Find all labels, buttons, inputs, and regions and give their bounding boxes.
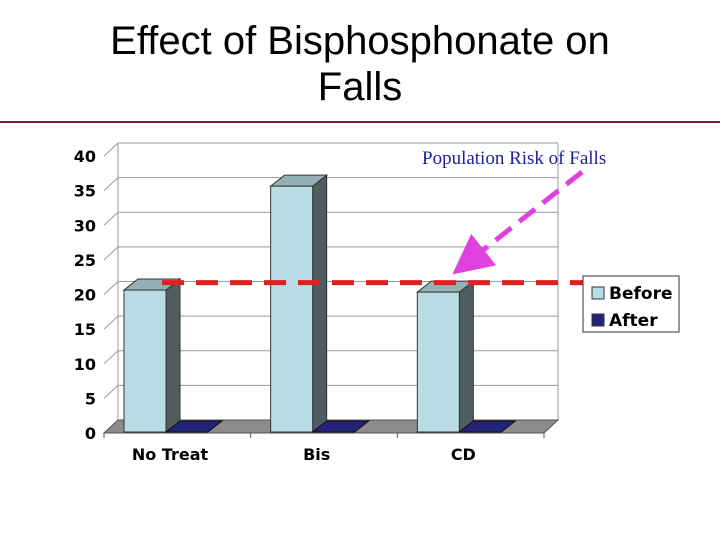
y-tick-label-40: 40	[74, 147, 96, 166]
bar-before-2	[416, 291, 460, 433]
bar-after-top-0	[164, 420, 224, 433]
bar-before-1	[270, 185, 314, 433]
gridlines	[103, 142, 559, 434]
bars	[122, 174, 517, 434]
bar-before-0	[123, 289, 167, 433]
annotation-text: Population Risk of Falls	[422, 148, 606, 169]
legend-swatch-0	[591, 286, 605, 300]
gridline-side-20	[103, 281, 119, 295]
x-tick-label-1: Bis	[303, 445, 330, 464]
y-tick-label-25: 25	[74, 251, 96, 270]
legend-swatch-1	[591, 313, 605, 327]
y-tick-label-20: 20	[74, 286, 96, 305]
title-line-1: Effect of Bisphosphonate on	[110, 19, 610, 63]
legend-label-1: After	[609, 311, 658, 331]
x-tick-label-2: CD	[451, 445, 476, 464]
y-tick-label-35: 35	[74, 182, 96, 201]
title-line-2: Falls	[317, 65, 403, 109]
legend-label-0: Before	[609, 284, 672, 304]
y-tick-label-5: 5	[85, 389, 96, 408]
bar-after-top-1	[311, 420, 371, 433]
bar-before-side-1	[312, 174, 328, 434]
gridline-side-5	[103, 385, 119, 399]
bar-before-side-0	[165, 278, 181, 434]
legend: Before After	[582, 275, 680, 333]
annotation-layer: Population Risk of Falls	[422, 148, 606, 275]
title-divider	[0, 121, 720, 123]
bar-before-side-2	[458, 280, 474, 434]
y-tick-label-10: 10	[74, 355, 96, 374]
y-tick-label-15: 15	[74, 320, 96, 339]
x-tick-label-0: No Treat	[132, 445, 209, 464]
y-tick-label-30: 30	[74, 216, 96, 235]
slide-title: Effect of Bisphosphonate on Falls	[40, 18, 680, 110]
gridline-side-25	[103, 246, 119, 261]
axes: No Treat Bis CD 0 5 10 15 20 25 30 35 40	[74, 147, 545, 464]
y-tick-label-0: 0	[85, 424, 96, 443]
gridline-side-40	[103, 142, 119, 157]
gridline-side-30	[103, 211, 119, 226]
gridline-side-10	[103, 350, 119, 365]
annotation-arrow	[452, 170, 584, 275]
gridline-side-15	[103, 315, 119, 330]
gridline-side-35	[103, 177, 119, 191]
bar-after-top-2	[457, 420, 517, 433]
